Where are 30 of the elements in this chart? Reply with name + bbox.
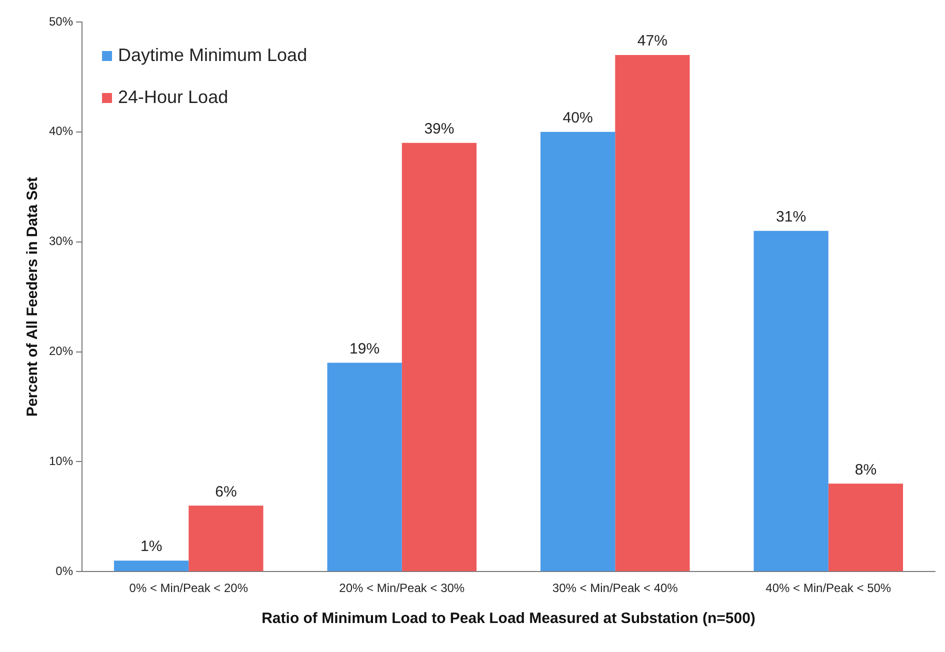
- legend-label: 24-Hour Load: [118, 86, 228, 107]
- data-label: 31%: [776, 208, 806, 226]
- data-label: 47%: [637, 32, 668, 50]
- x-tick-label: 30% < Min/Peak < 40%: [552, 581, 678, 596]
- legend-label: Daytime Minimum Load: [118, 44, 308, 65]
- data-label: 6%: [215, 483, 237, 500]
- bar: [114, 560, 189, 572]
- data-label: 1%: [140, 538, 162, 556]
- bar: [327, 362, 402, 572]
- x-tick-label: 40% < Min/Peak < 50%: [766, 581, 892, 596]
- bar: [828, 484, 904, 572]
- bar: [754, 230, 828, 572]
- y-tick-label: 20%: [48, 344, 74, 358]
- bar: [540, 132, 616, 572]
- x-tick-label: 0% < Min/Peak < 20%: [129, 581, 248, 596]
- data-label: 40%: [562, 110, 593, 127]
- y-tick-label: 0%: [56, 564, 74, 578]
- data-label: 39%: [424, 120, 454, 138]
- y-tick-label: 10%: [48, 454, 74, 468]
- bar: [188, 506, 264, 572]
- y-tick-label: 30%: [48, 234, 74, 248]
- data-label: 8%: [854, 461, 877, 478]
- y-tick-label: 40%: [48, 124, 74, 138]
- x-tick-label: 20% < Min/Peak < 30%: [339, 581, 465, 596]
- y-axis-title: Percent of All Feeders in Data Set: [24, 177, 42, 417]
- data-label: 19%: [350, 340, 380, 358]
- bar: [402, 142, 477, 572]
- y-tick-label: 50%: [48, 14, 74, 28]
- bar: [615, 54, 690, 572]
- x-axis-title: Ratio of Minimum Load to Peak Load Measured at Substation (n=500): [262, 610, 756, 628]
